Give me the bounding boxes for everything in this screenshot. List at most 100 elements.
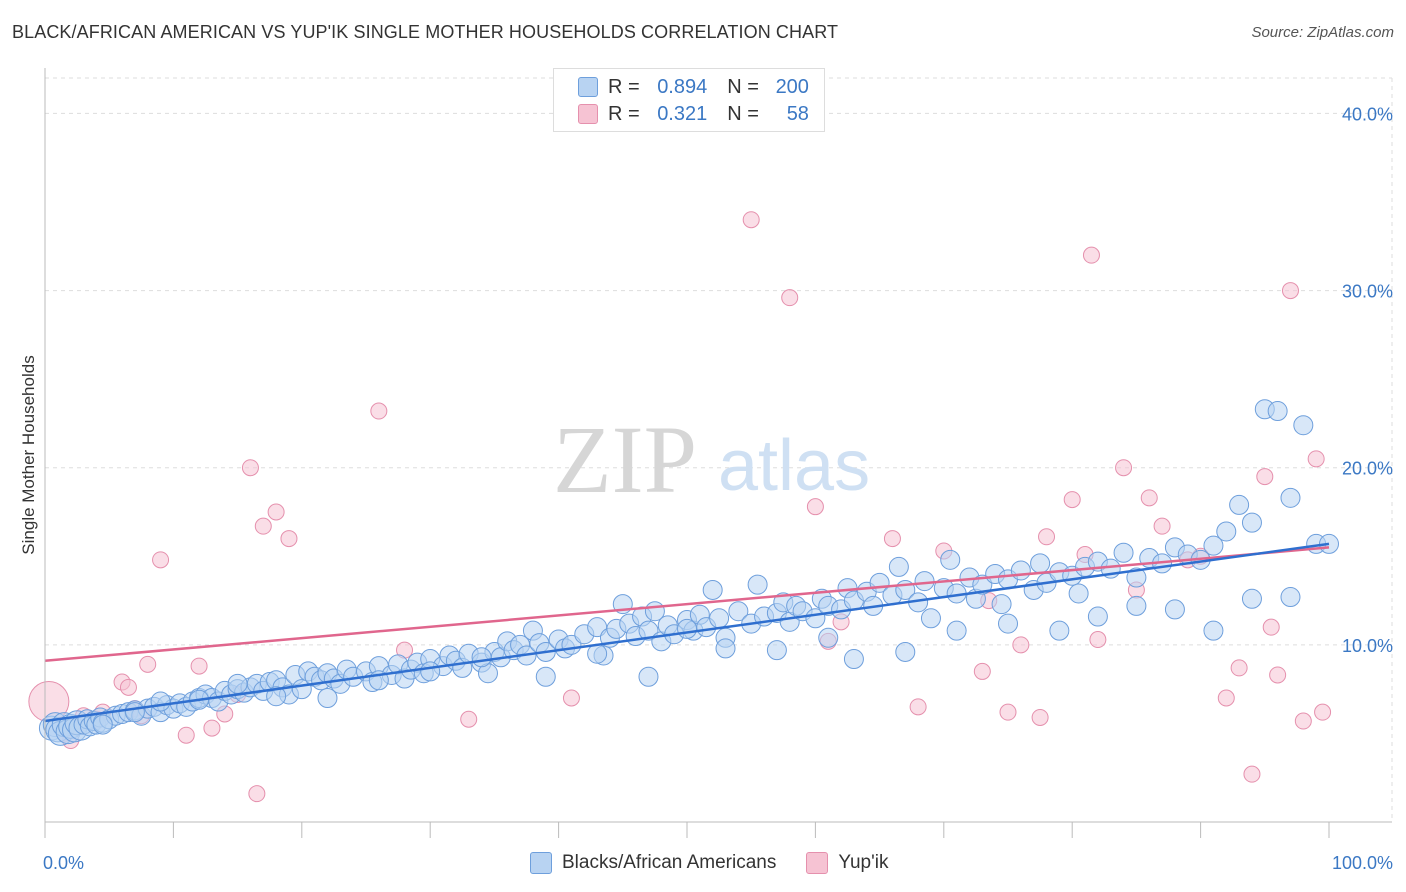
yupik-point (370, 402, 388, 420)
yupik-point (152, 551, 170, 569)
yupik-point (1153, 517, 1171, 535)
yupik-point (241, 459, 259, 477)
black-point (1164, 599, 1185, 620)
trend-lines (44, 542, 1330, 723)
yupik-point (883, 530, 901, 548)
legend-n-label: N = (727, 102, 759, 125)
black-point (124, 702, 145, 723)
yupik-point (1063, 491, 1081, 509)
black-point (1126, 567, 1147, 588)
yupik-point (1038, 528, 1056, 546)
yupik-point (1031, 708, 1049, 726)
yupik-point (1230, 659, 1248, 677)
black-point (940, 549, 961, 570)
legend-n-value: 200 (775, 75, 809, 98)
legend-r-label: R = (608, 75, 640, 98)
yupik-point (1281, 282, 1299, 300)
legend-n-value: 58 (786, 102, 809, 125)
yupik-point (1217, 689, 1235, 707)
black-point (317, 688, 338, 708)
black-trend-line (44, 542, 1330, 723)
legend-r-value: 0.321 (657, 102, 708, 125)
black-point (92, 714, 113, 735)
black-point (747, 574, 768, 595)
black-point (1087, 606, 1108, 627)
legend-label: Blacks/African Americans (562, 852, 777, 873)
y-tick-label: 40.0% (1342, 104, 1393, 124)
stats-legend: R = 0.894 N = 200 R = 0.321 N = 58 (553, 68, 825, 132)
black-point (1241, 512, 1262, 533)
yupik-trend-line (44, 546, 1330, 663)
yupik-point (562, 689, 580, 707)
black-point (1049, 620, 1070, 641)
yupik-point (1256, 468, 1274, 486)
black-point (1126, 595, 1147, 616)
black-point (998, 613, 1018, 634)
black-point (1229, 494, 1250, 515)
black-point (471, 647, 492, 668)
legend-r-value: 0.894 (657, 75, 708, 98)
yupik-point (1243, 765, 1261, 783)
black-point (227, 673, 248, 694)
chart-title: BLACK/AFRICAN AMERICAN VS YUP'IK SINGLE … (12, 22, 839, 42)
black-point (587, 643, 608, 664)
black-point (702, 579, 723, 600)
yupik-point (806, 498, 824, 516)
y-tick-label: 20.0% (1342, 459, 1393, 479)
black-point (972, 574, 993, 595)
black-point (1203, 620, 1224, 641)
black-point (1010, 560, 1031, 581)
yupik-point (1294, 712, 1312, 730)
yupik-point (909, 698, 927, 716)
yupik-point (203, 719, 221, 737)
yupik-point (1262, 618, 1280, 636)
black-point (677, 618, 697, 639)
black-point (946, 620, 967, 641)
black-point (1030, 553, 1051, 574)
legend-item-blacks: Blacks/African Americans (530, 852, 776, 874)
black-point (1267, 401, 1288, 422)
black-point (420, 661, 441, 682)
x-tick-label: 0.0% (43, 853, 84, 873)
yupik-point (190, 657, 208, 675)
legend-n-label: N = (727, 75, 759, 98)
black-point (1280, 487, 1301, 508)
yupik-point (1012, 636, 1030, 654)
black-point (709, 608, 730, 629)
black-point (888, 556, 909, 577)
pink-swatch (578, 104, 598, 124)
watermark-zip: ZIP (553, 406, 697, 513)
legend-label: Yup'ik (838, 852, 889, 873)
yupik-point (973, 662, 991, 680)
yupik-point (1269, 666, 1287, 684)
yupik-point (1140, 489, 1158, 507)
yupik-point (1089, 631, 1107, 649)
legend-row-yupik: R = 0.321 N = 58 (578, 101, 809, 127)
black-point (920, 608, 941, 629)
black-point (1203, 535, 1224, 556)
yupik-point (280, 530, 298, 548)
black-point (1293, 415, 1314, 436)
black-point (266, 686, 287, 707)
source-label: Source: ZipAtlas.com (1251, 24, 1394, 41)
legend-row-blacks: R = 0.894 N = 200 (578, 74, 809, 100)
yupik-point (1082, 246, 1100, 264)
yupik-point (139, 655, 157, 673)
yupik-point (781, 289, 799, 307)
yupik-point (267, 503, 285, 521)
black-point (1113, 542, 1134, 563)
black-point (818, 627, 839, 648)
yupik-point (1314, 703, 1332, 721)
black-point (1068, 583, 1089, 604)
black-point (150, 691, 171, 712)
black-point (1280, 587, 1301, 608)
blue-swatch (578, 77, 598, 97)
yupik-point (1115, 459, 1133, 477)
blue-swatch (530, 852, 552, 874)
y-tick-label: 30.0% (1342, 282, 1393, 302)
y-axis-label: Single Mother Households (19, 355, 38, 554)
black-point (638, 666, 659, 687)
legend-item-yupik: Yup'ik (806, 852, 888, 874)
yupik-point (460, 710, 478, 728)
